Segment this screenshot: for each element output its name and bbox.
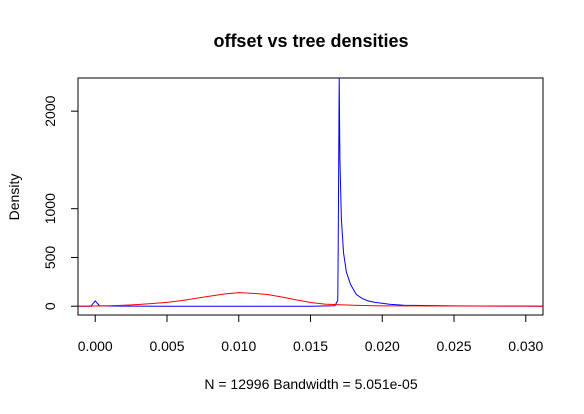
plot-frame	[77, 77, 544, 316]
density-line-2	[77, 292, 544, 307]
y-tick-label: 1000	[42, 193, 58, 224]
x-axis-label: N = 12996 Bandwidth = 5.051e-05	[204, 376, 417, 392]
y-axis-label: Density	[6, 174, 22, 221]
y-tick-label: 500	[42, 246, 58, 270]
x-tick-label: 0.025	[436, 338, 471, 354]
x-tick-label: 0.000	[78, 338, 113, 354]
x-axis: 0.000 0.005 0.010 0.015 0.020 0.025 0.030	[78, 314, 544, 354]
y-tick-label: 2000	[42, 95, 58, 126]
x-tick-label: 0.005	[149, 338, 184, 354]
chart-title: offset vs tree densities	[213, 31, 408, 51]
x-tick-label: 0.015	[293, 338, 328, 354]
series-layer	[77, 77, 544, 307]
density-line-1	[78, 77, 544, 307]
y-axis: 0 500 1000 2000	[42, 95, 79, 310]
y-tick-label: 0	[42, 302, 58, 310]
x-tick-label: 0.030	[508, 338, 543, 354]
x-tick-label: 0.020	[365, 338, 400, 354]
x-tick-label: 0.010	[221, 338, 256, 354]
